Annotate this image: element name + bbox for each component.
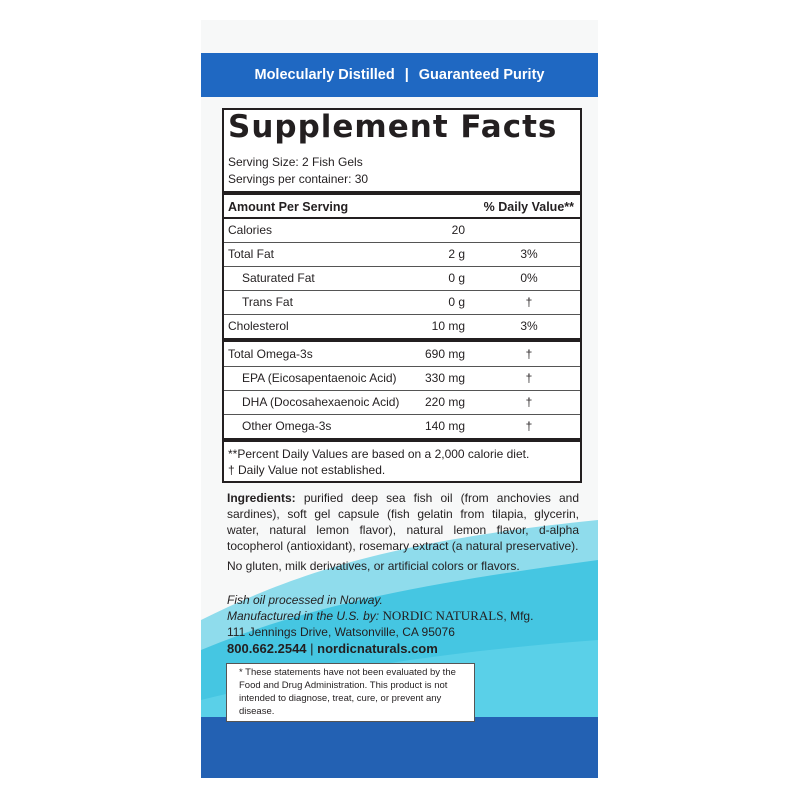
ingredients: Ingredients: purified deep sea fish oil … bbox=[227, 490, 579, 554]
bottom-band bbox=[201, 717, 598, 778]
table-row: Calories 20 bbox=[224, 218, 580, 242]
divider bbox=[224, 217, 580, 219]
ingredients-label: Ingredients: bbox=[227, 491, 296, 505]
nutrient-name: DHA (Docosahexaenoic Acid) bbox=[242, 395, 400, 409]
facts-title: Supplement Facts bbox=[228, 109, 558, 145]
product-label: Molecularly Distilled | Guaranteed Purit… bbox=[201, 20, 598, 778]
nutrient-amount: 0 g bbox=[448, 295, 465, 309]
nutrient-name: Trans Fat bbox=[242, 295, 293, 309]
table-row: Trans Fat 0 g † bbox=[224, 290, 580, 314]
nutrient-name: Total Omega-3s bbox=[228, 347, 313, 361]
manufacturer-line: Manufactured in the U.S. by: NORDIC NATU… bbox=[227, 608, 579, 624]
nutrient-name: Total Fat bbox=[228, 247, 275, 261]
header-amount: Amount Per Serving bbox=[228, 200, 349, 214]
table-row: Total Omega-3s 690 mg † bbox=[224, 342, 580, 366]
nutrient-daily-value: 3% bbox=[520, 319, 538, 333]
website: nordicnaturals.com bbox=[317, 641, 438, 656]
row-divider bbox=[224, 266, 580, 267]
label-lower-text: Ingredients: purified deep sea fish oil … bbox=[226, 490, 579, 722]
table-row: Total Fat 2 g 3% bbox=[224, 242, 580, 266]
table-row: DHA (Docosahexaenoic Acid) 220 mg † bbox=[224, 390, 580, 414]
nutrient-daily-value: † bbox=[525, 419, 533, 433]
ingredients-text: purified deep sea fish oil (from anchovi… bbox=[227, 491, 579, 553]
nutrient-name: Calories bbox=[228, 223, 273, 237]
table-row: Cholesterol 10 mg 3% bbox=[224, 314, 580, 338]
fda-disclaimer: * These statements have not been evaluat… bbox=[226, 663, 475, 722]
nutrient-name: EPA (Eicosapentaenoic Acid) bbox=[242, 371, 397, 385]
divider bbox=[224, 338, 580, 342]
nutrient-daily-value: † bbox=[525, 347, 533, 361]
nutrient-amount: 690 mg bbox=[424, 347, 465, 361]
row-divider bbox=[224, 290, 580, 291]
contact-separator: | bbox=[310, 641, 314, 656]
nutrient-daily-value: 0% bbox=[520, 271, 538, 285]
row-divider bbox=[224, 414, 580, 415]
address: 111 Jennings Drive, Watsonville, CA 9507… bbox=[227, 625, 455, 639]
footnote-daily-values: **Percent Daily Values are based on a 2,… bbox=[228, 447, 530, 461]
nutrient-daily-value: † bbox=[525, 295, 533, 309]
serving-size: Serving Size: 2 Fish Gels bbox=[228, 155, 363, 169]
nutrient-amount: 330 mg bbox=[424, 371, 465, 385]
nutrient-amount: 2 g bbox=[448, 247, 465, 261]
table-row: EPA (Eicosapentaenoic Acid) 330 mg † bbox=[224, 366, 580, 390]
row-divider bbox=[224, 390, 580, 391]
supplement-facts-panel: Supplement Facts Serving Size: 2 Fish Ge… bbox=[222, 108, 582, 483]
brand-name: NORDIC NATURALS bbox=[382, 608, 504, 623]
table-row: Saturated Fat 0 g 0% bbox=[224, 266, 580, 290]
free-from-statement: No gluten, milk derivatives, or artifici… bbox=[227, 559, 520, 573]
nutrient-amount: 10 mg bbox=[431, 319, 465, 333]
table-header: Amount Per Serving % Daily Value** bbox=[224, 195, 580, 219]
banner-left-text: Molecularly Distilled bbox=[254, 67, 395, 83]
divider bbox=[224, 438, 580, 442]
servings-per-container: Servings per container: 30 bbox=[228, 172, 369, 186]
nutrient-amount: 220 mg bbox=[424, 395, 465, 409]
divider bbox=[224, 191, 580, 195]
nutrient-amount: 20 bbox=[451, 223, 465, 237]
manufactured-prefix: Manufactured in the U.S. by: bbox=[227, 609, 380, 623]
row-divider bbox=[224, 366, 580, 367]
banner-separator: | bbox=[404, 67, 409, 83]
nutrient-daily-value: † bbox=[525, 371, 533, 385]
banner-right-text: Guaranteed Purity bbox=[418, 67, 545, 83]
header-daily-value: % Daily Value** bbox=[483, 200, 574, 214]
phone-number: 800.662.2544 bbox=[227, 641, 307, 656]
table-row: Other Omega-3s 140 mg † bbox=[224, 414, 580, 438]
processed-in: Fish oil processed in Norway. bbox=[227, 593, 383, 607]
row-divider bbox=[224, 242, 580, 243]
contact-line: 800.662.2544 | nordicnaturals.com bbox=[227, 640, 579, 658]
top-banner: Molecularly Distilled | Guaranteed Purit… bbox=[201, 53, 598, 97]
footnote-not-established: † Daily Value not established. bbox=[228, 463, 386, 477]
nutrient-name: Other Omega-3s bbox=[242, 419, 332, 433]
nutrient-amount: 140 mg bbox=[424, 419, 465, 433]
row-divider bbox=[224, 314, 580, 315]
nutrient-name: Saturated Fat bbox=[242, 271, 315, 285]
nutrient-daily-value: † bbox=[525, 395, 533, 409]
mfg-label: , Mfg. bbox=[503, 609, 534, 623]
nutrient-daily-value: 3% bbox=[520, 247, 538, 261]
nutrient-amount: 0 g bbox=[448, 271, 465, 285]
nutrient-name: Cholesterol bbox=[228, 319, 289, 333]
